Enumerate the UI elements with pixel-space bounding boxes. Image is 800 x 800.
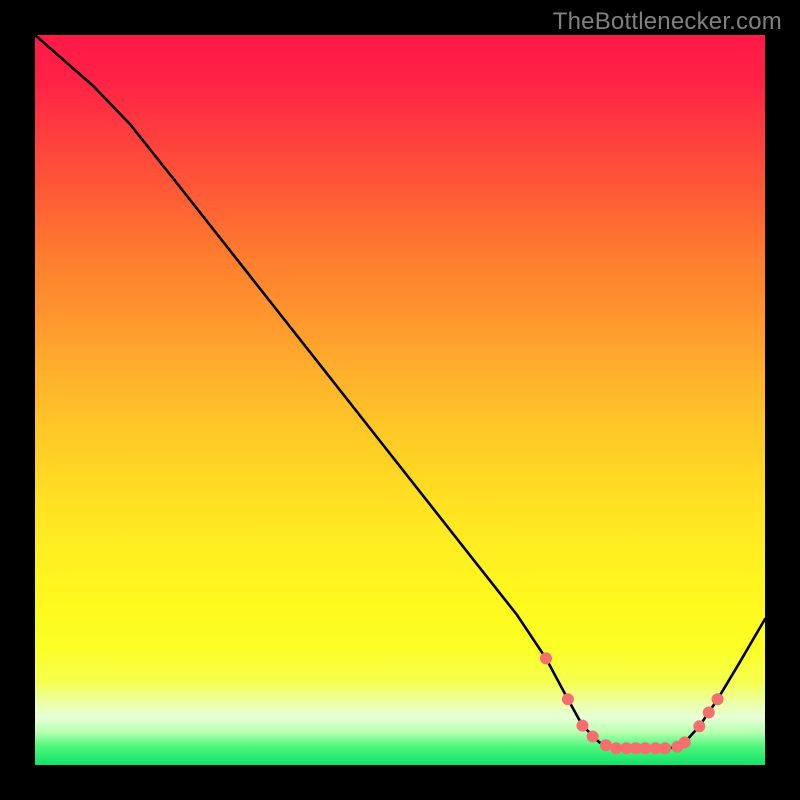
data-point [703, 707, 714, 718]
figure-root: TheBottlenecker.com [0, 0, 800, 800]
data-point [712, 694, 723, 705]
data-point [600, 740, 611, 751]
data-point [640, 743, 651, 754]
plot-svg [35, 35, 765, 765]
plot-area [35, 35, 765, 765]
data-point [541, 653, 552, 664]
data-point [611, 743, 622, 754]
data-point [694, 721, 705, 732]
data-point [577, 720, 588, 731]
data-point [679, 737, 690, 748]
data-point [659, 743, 670, 754]
data-point [587, 731, 598, 742]
watermark-text: TheBottlenecker.com [553, 8, 782, 36]
data-point [562, 694, 573, 705]
